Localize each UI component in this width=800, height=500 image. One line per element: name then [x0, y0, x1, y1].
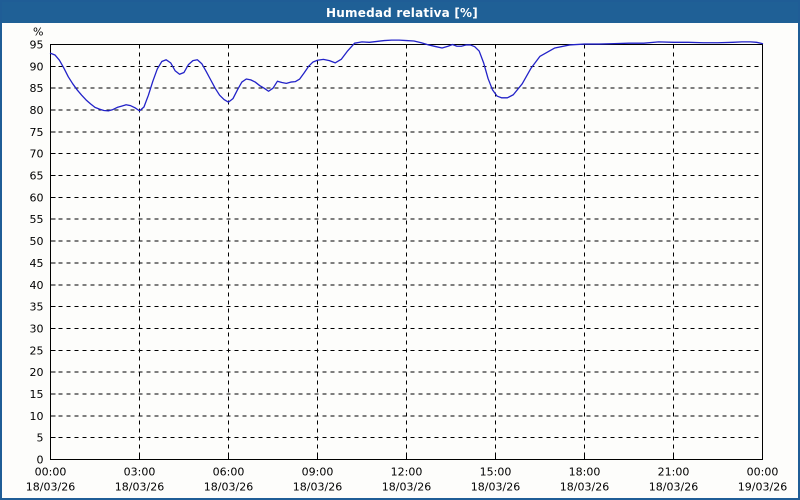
y-tick-label: 15: [30, 388, 44, 401]
x-tick-time-label: 09:00: [302, 466, 334, 479]
x-tick-date-label: 19/03/26: [738, 481, 787, 494]
y-tick-label: 80: [30, 104, 44, 117]
y-tick-label: 60: [30, 191, 44, 204]
y-tick-label: 55: [30, 213, 44, 226]
y-tick-label: 95: [30, 39, 44, 52]
x-axis-ticks: [50, 454, 763, 460]
y-tick-label: 30: [30, 322, 44, 335]
y-tick-label: 10: [30, 410, 44, 423]
y-tick-label: 20: [30, 366, 44, 379]
x-tick-time-label: 21:00: [658, 466, 690, 479]
y-tick-label: 65: [30, 170, 44, 183]
humidity-series-line: [49, 39, 764, 112]
x-tick-time-label: 06:00: [213, 466, 245, 479]
page-title: Humedad relativa [%]: [326, 5, 478, 20]
x-tick-date-label: 18/03/26: [26, 481, 75, 494]
x-tick-date-label: 18/03/26: [204, 481, 253, 494]
x-tick-date-label: 18/03/26: [382, 481, 431, 494]
plot-area: 95 90 85 80 75 70 65 60 55 50 45 40 35 30 25 20 15 10 5 0 0…: [2, 23, 798, 498]
x-tick-date-label: 18/03/26: [560, 481, 609, 494]
x-tick-date-label: 18/03/26: [293, 481, 342, 494]
y-tick-label: 50: [30, 235, 44, 248]
y-axis-ticks: [50, 44, 56, 460]
vertical-gridlines: [139, 44, 674, 460]
x-tick-time-label: 18:00: [569, 466, 601, 479]
y-tick-label: 25: [30, 344, 44, 357]
y-tick-label: 85: [30, 82, 44, 95]
x-tick-time-label: 03:00: [124, 466, 156, 479]
x-axis-tick-labels: 00:00 18/03/26 03:00 18/03/26 06:00 18/03/26 0…: [26, 466, 787, 494]
x-tick-date-label: 18/03/26: [471, 481, 520, 494]
window-title-bar: Humedad relativa [%]: [2, 2, 798, 23]
y-axis-unit-label: %: [33, 26, 43, 39]
x-tick-time-label: 12:00: [391, 466, 423, 479]
y-tick-label: 75: [30, 126, 44, 139]
x-tick-time-label: 15:00: [480, 466, 512, 479]
y-tick-label: 5: [37, 432, 44, 445]
y-tick-label: 90: [30, 60, 44, 73]
y-tick-label: 70: [30, 148, 44, 161]
y-tick-label: 0: [37, 454, 44, 467]
x-tick-date-label: 18/03/26: [649, 481, 698, 494]
x-tick-date-label: 18/03/26: [115, 481, 164, 494]
plot-frame: [50, 44, 763, 460]
y-tick-label: 35: [30, 301, 44, 314]
y-tick-label: 40: [30, 279, 44, 292]
x-tick-time-label: 00:00: [35, 466, 67, 479]
x-tick-time-label: 00:00: [747, 466, 779, 479]
y-tick-label: 45: [30, 257, 44, 270]
